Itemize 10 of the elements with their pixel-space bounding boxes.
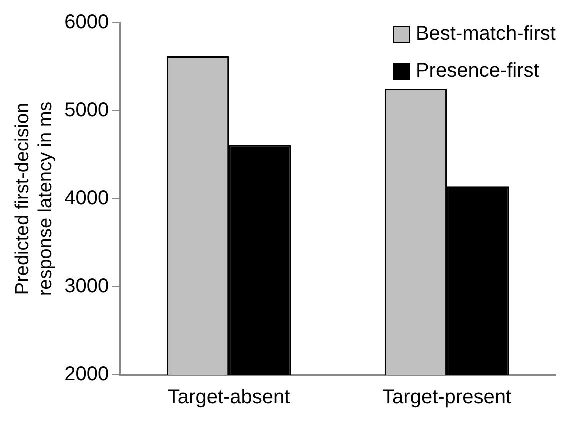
y-tick-label: 6000 <box>64 12 110 34</box>
x-tick-label: Target-present <box>382 386 512 409</box>
y-tick-label: 5000 <box>64 100 110 122</box>
x-tick-label: Target-absent <box>168 386 291 409</box>
legend-label: Presence-first <box>416 60 540 83</box>
y-axis-title: Predicted first-decision response latency in ms <box>12 102 56 296</box>
y-tick-label: 4000 <box>64 188 110 210</box>
y-tick-label: 2000 <box>64 364 110 386</box>
legend-label: Best-match-first <box>416 23 556 46</box>
y-tick-label: 3000 <box>64 276 110 298</box>
